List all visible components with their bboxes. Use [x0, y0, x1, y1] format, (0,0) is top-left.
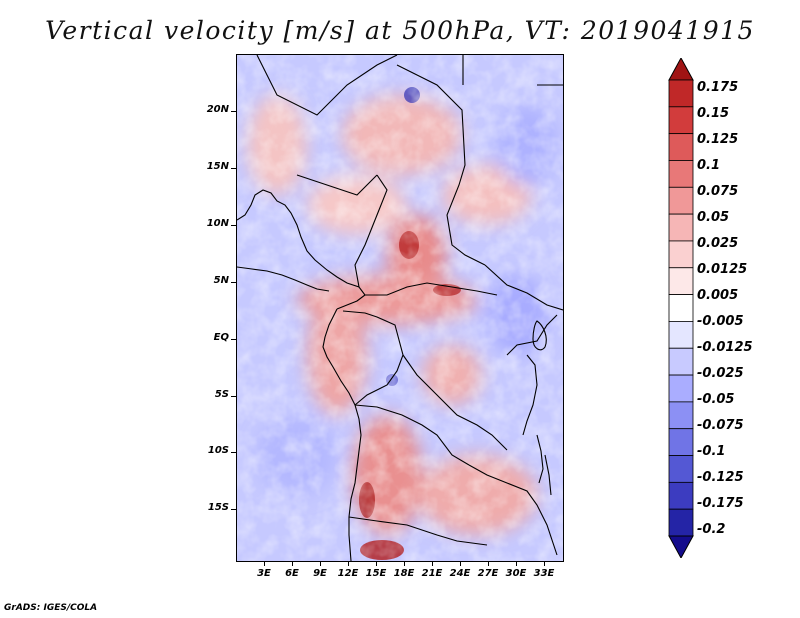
lat-label-5n: 5N: [213, 275, 229, 286]
colorbar-segment: [668, 267, 694, 295]
colorbar-label: 0.005: [697, 288, 739, 303]
lon-label-3e: 3E: [257, 568, 271, 579]
map-title: Vertical velocity [m/s] at 500hPa, VT: 2…: [45, 16, 755, 45]
lon-tick: [460, 562, 461, 566]
lon-tick: [348, 562, 349, 566]
lon-tick: [516, 562, 517, 566]
lat-label-20n: 20N: [206, 104, 229, 115]
lat-label-eq: EQ: [213, 332, 229, 343]
colorbar-segment: [668, 401, 694, 430]
lon-label-18e: 18E: [393, 568, 415, 579]
colorbar-label: 0.0125: [697, 262, 748, 277]
lat-label-15n: 15N: [206, 161, 229, 172]
colorbar-label: 0.025: [697, 236, 739, 251]
lon-label-12e: 12E: [337, 568, 359, 579]
lat-tick: [231, 225, 236, 226]
colorbar-label: 0.1: [697, 158, 721, 173]
lat-tick: [231, 168, 236, 169]
lat-tick: [231, 282, 236, 283]
colorbar-label: -0.175: [697, 496, 744, 511]
colorbar-top-arrow: [668, 58, 694, 81]
colorbar-label: -0.075: [697, 418, 744, 433]
lon-label-21e: 21E: [421, 568, 443, 579]
lat-tick: [231, 111, 236, 112]
colorbar-label: 0.175: [697, 80, 739, 95]
colorbar-segment: [668, 347, 694, 376]
colorbar-segment: [668, 79, 694, 108]
colorbar-segment: [668, 294, 694, 322]
lon-label-30e: 30E: [505, 568, 527, 579]
colorbar-label: -0.0125: [697, 340, 753, 355]
vertical-velocity-field: [237, 55, 563, 561]
colorbar-segment: [668, 186, 694, 215]
colorbar-segment: [668, 160, 694, 188]
grads-credit: GrADS: IGES/COLA: [4, 603, 98, 613]
lon-label-9e: 9E: [313, 568, 327, 579]
lat-tick: [231, 452, 236, 453]
lon-tick: [264, 562, 265, 566]
lat-label-10s: 10S: [207, 445, 229, 456]
colorbar-segment: [668, 508, 694, 537]
colorbar-label: 0.125: [697, 132, 739, 147]
colorbar-label: -0.125: [697, 470, 744, 485]
lon-tick: [292, 562, 293, 566]
lat-label-5s: 5S: [214, 389, 229, 400]
lon-label-24e: 24E: [449, 568, 471, 579]
colorbar-segment: [668, 133, 694, 161]
lon-label-15e: 15E: [365, 568, 387, 579]
lat-label-15s: 15S: [207, 502, 229, 513]
colorbar-label: -0.05: [697, 392, 735, 407]
lon-tick: [544, 562, 545, 566]
colorbar-label: -0.005: [697, 314, 744, 329]
lat-tick: [231, 339, 236, 340]
lon-tick: [488, 562, 489, 566]
colorbar-segment: [668, 481, 694, 510]
lat-tick: [231, 509, 236, 510]
colorbar-segment: [668, 428, 694, 456]
lon-tick: [376, 562, 377, 566]
lon-label-27e: 27E: [477, 568, 499, 579]
lon-label-33e: 33E: [533, 568, 555, 579]
colorbar-label: 0.05: [697, 210, 730, 225]
colorbar-label: -0.1: [697, 444, 726, 459]
map-plot-area: [236, 54, 564, 562]
colorbar-label: -0.025: [697, 366, 744, 381]
colorbar-segment: [668, 106, 694, 135]
colorbar-label: 0.075: [697, 184, 739, 199]
lon-label-6e: 6E: [285, 568, 299, 579]
lon-tick: [404, 562, 405, 566]
lon-tick: [432, 562, 433, 566]
colorbar-segment: [668, 213, 694, 242]
colorbar-bottom-arrow: [668, 535, 694, 558]
lat-label-10n: 10N: [206, 218, 229, 229]
lat-tick: [231, 396, 236, 397]
colorbar-label: 0.15: [697, 106, 730, 121]
colorbar-segment: [668, 455, 694, 483]
colorbar-label: -0.2: [697, 522, 726, 537]
colorbar: [668, 58, 694, 558]
colorbar-segment: [668, 374, 694, 403]
lon-tick: [320, 562, 321, 566]
colorbar-segment: [668, 240, 694, 269]
colorbar-segment: [668, 321, 694, 349]
